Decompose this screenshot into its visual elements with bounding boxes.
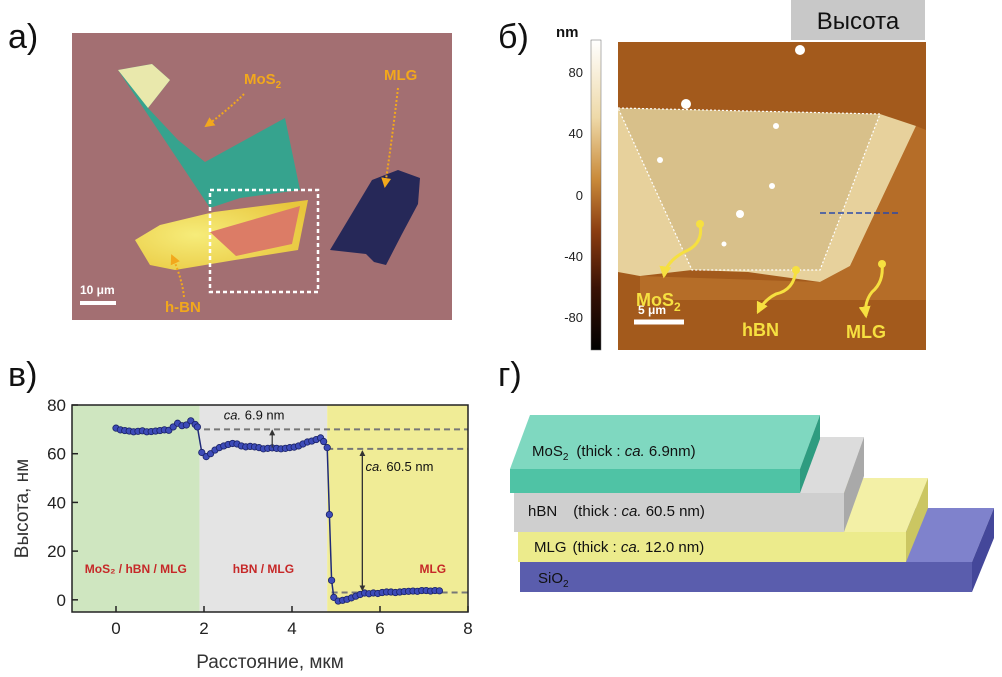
scale-label-a: 10 μm: [80, 283, 115, 297]
bright-particle: [795, 45, 805, 55]
layer-schematic: MoS2 (thick : ca. 6.9nm) hBN (thick : ca. …: [510, 415, 994, 592]
arrow-hbn-a: [170, 254, 185, 298]
sio2-side-face: [972, 508, 994, 592]
mos2-front-face: [510, 469, 800, 493]
x-tick-label: 4: [287, 619, 296, 638]
data-point: [435, 587, 443, 595]
x-tick-label: 8: [463, 619, 472, 638]
afm-height-map: Высота nm 80 40 0 -40 -80 5 μm MoS2 hBN …: [556, 0, 926, 351]
bright-particle: [773, 123, 779, 129]
y-tick-label: 40: [47, 493, 66, 512]
y-tick-label: 0: [57, 591, 66, 610]
label-mlg-a: MLG: [384, 67, 417, 84]
arrow-mlg-b: [858, 263, 884, 319]
x-axis-label: Расстояние, мкм: [196, 652, 344, 673]
data-point: [198, 448, 206, 457]
arrow-mos2-a: [204, 93, 245, 128]
panel-a-letter: а): [8, 18, 39, 56]
region-band-1: [199, 405, 328, 612]
thick-mos2-region: [118, 64, 170, 108]
arrow-mos2-b: [659, 223, 703, 279]
afm-title: Высота: [817, 8, 900, 35]
annotation-step-1: ca. 6.9 nm: [224, 408, 285, 423]
region-label: hBN / MLG: [233, 562, 294, 576]
y-tick-label: 80: [47, 396, 66, 415]
mlg-side-face: [906, 478, 928, 562]
y-axis-label: Высота, нм: [12, 459, 33, 558]
annotation-step-2: ca. 60.5 nm: [365, 459, 433, 474]
bright-particle: [681, 99, 691, 109]
data-point: [182, 421, 190, 429]
mos2-flake: [118, 64, 300, 208]
data-point: [320, 437, 328, 446]
panel-d-letter: г): [498, 356, 522, 394]
sio2-front-face: [520, 562, 972, 592]
label-mos2-a: MoS2: [244, 71, 282, 91]
afm-mlg-region: [640, 126, 926, 300]
cb-tick-minus80: -80: [564, 310, 583, 325]
arrow-hbn-b: [756, 269, 798, 315]
cb-tick-minus40: -40: [564, 249, 583, 264]
bright-particle: [721, 241, 727, 247]
region-band-0: [72, 405, 200, 612]
arrow-mlg-a: [381, 87, 399, 188]
afm-mos2-region: [617, 107, 881, 271]
x-tick-label: 0: [111, 619, 120, 638]
panel-c-letter: в): [8, 356, 38, 394]
layer-label-mlg: MLG (thick : ca. 12.0 nm): [534, 539, 704, 556]
mos2-top-face: [510, 415, 820, 469]
data-point: [325, 510, 333, 519]
region-label: MLG: [419, 562, 446, 576]
cb-tick-40: 40: [569, 126, 583, 141]
mos2-side-face: [800, 415, 820, 493]
cb-tick-0: 0: [576, 188, 583, 203]
x-tick-label: 6: [375, 619, 384, 638]
data-point: [323, 444, 331, 452]
panel-b-letter: б): [498, 18, 529, 56]
label-hbn-a: h-BN: [165, 299, 201, 316]
data-point: [193, 423, 201, 431]
hbn-front-face: [514, 493, 844, 532]
bright-particle: [736, 210, 744, 218]
label-hbn-b: hBN: [742, 320, 779, 340]
colorbar-unit: nm: [556, 24, 579, 41]
hbn-side-face: [844, 437, 864, 532]
scale-label-b: 5 μm: [638, 303, 666, 317]
plot-frame: [71, 404, 469, 613]
colorbar: [590, 39, 602, 351]
label-mlg-b: MLG: [846, 322, 886, 342]
mlg-front-face: [518, 532, 906, 562]
layer-label-hbn: hBN (thick : ca. 60.5 nm): [528, 503, 705, 520]
region-band-2: [327, 405, 468, 612]
region-label: MoS₂ / hBN / MLG: [85, 562, 187, 576]
bright-particle: [769, 183, 775, 189]
x-tick-label: 2: [199, 619, 208, 638]
y-tick-label: 20: [47, 542, 66, 561]
y-tick-label: 60: [47, 445, 66, 464]
data-point: [327, 576, 336, 584]
optical-micrograph: 10 μm MoS2 MLG h-BN: [72, 33, 452, 320]
label-mos2-b: MoS2: [636, 290, 681, 314]
layer-label-mos2: MoS2 (thick : ca. 6.9nm): [532, 443, 696, 463]
bright-particle: [657, 157, 663, 163]
cb-tick-80: 80: [569, 65, 583, 80]
mlg-flake: [330, 170, 420, 265]
title-box: [791, 0, 925, 40]
layer-label-sio2: SiO2: [538, 570, 569, 590]
overlap-region: [210, 206, 300, 256]
